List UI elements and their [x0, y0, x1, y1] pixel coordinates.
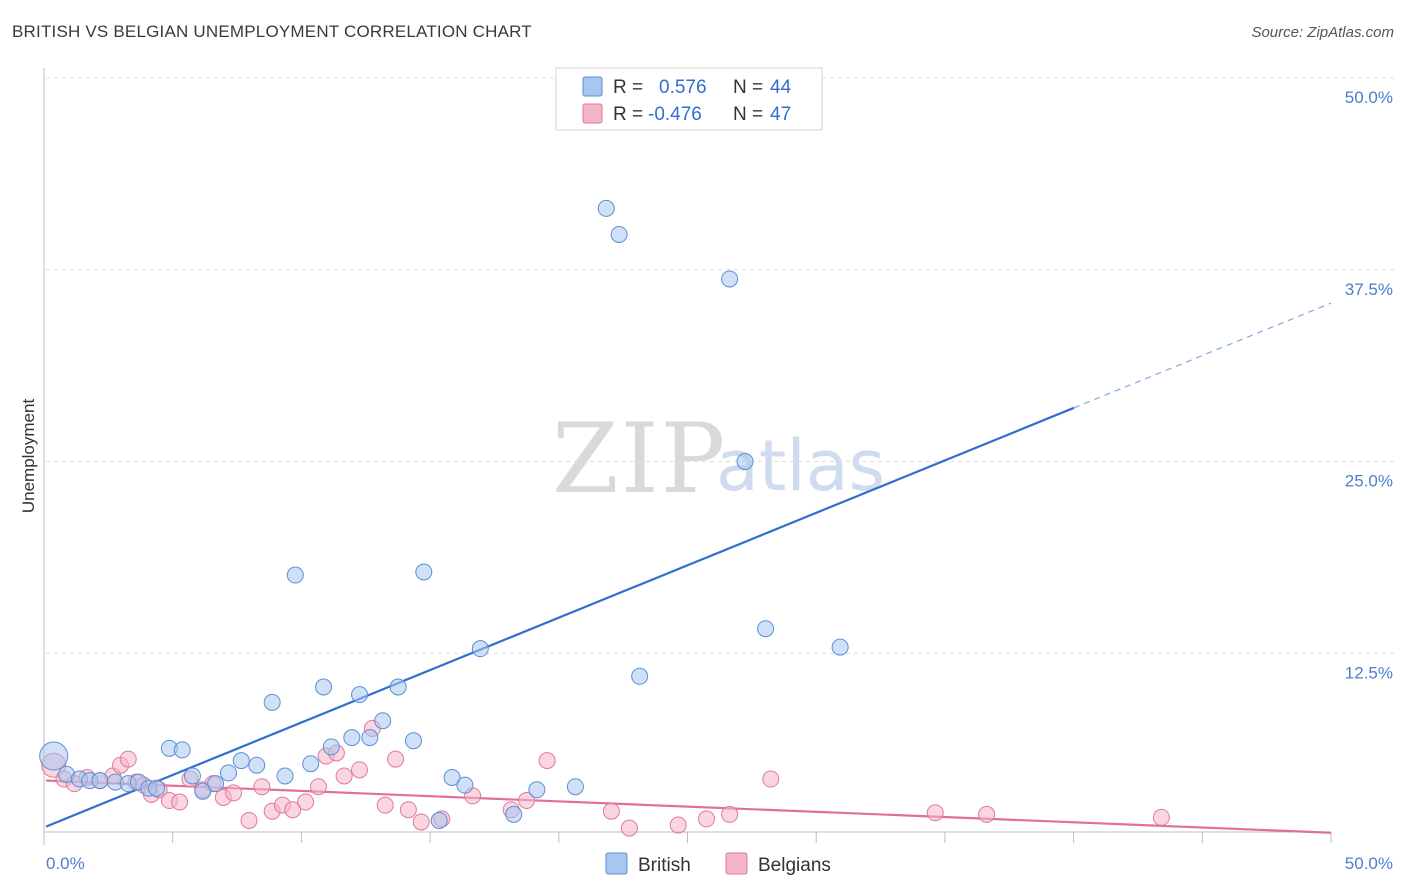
belgians-r-label: R = [613, 104, 643, 125]
british-point [322, 738, 340, 756]
british-point [315, 678, 333, 696]
belgian-point [335, 767, 353, 785]
series-legend: British Belgians [605, 852, 831, 876]
british-point [173, 741, 191, 759]
british-point [91, 772, 109, 790]
belgians-series-swatch [725, 852, 748, 875]
british-point [597, 199, 615, 217]
british-point [631, 667, 649, 685]
british-point [361, 729, 379, 747]
y-tick-label-2: 25.0% [1345, 472, 1393, 491]
british-trendline [45, 406, 1075, 828]
british-n-value: 44 [770, 77, 792, 98]
british-point [248, 756, 266, 774]
belgian-point [518, 792, 536, 810]
belgians-r-value: -0.476 [648, 104, 702, 125]
british-point [148, 779, 166, 797]
y-tick-labels: 50.0% 37.5% 25.0% 12.5% [1345, 88, 1393, 682]
british-point [415, 563, 433, 581]
british-point [39, 741, 69, 771]
belgian-point [387, 750, 405, 768]
belgian-point [376, 796, 394, 814]
belgian-point [399, 801, 417, 819]
british-point [736, 453, 754, 470]
british-point [302, 755, 320, 773]
y-tick-label-1: 37.5% [1345, 280, 1393, 299]
belgian-point [351, 761, 369, 779]
british-trendline-extension [1073, 302, 1332, 409]
british-point [219, 764, 237, 782]
belgians-n-label: N = [733, 104, 763, 125]
watermark-zip: ZIP [552, 403, 727, 515]
british-point [207, 775, 225, 793]
british-point [276, 767, 294, 785]
data-points [39, 199, 1170, 837]
british-n-label: N = [733, 77, 763, 98]
british-series-label: British [638, 855, 691, 876]
british-point [343, 729, 361, 747]
chart-title: BRITISH VS BELGIAN UNEMPLOYMENT CORRELAT… [12, 22, 532, 41]
british-point [610, 225, 628, 243]
belgian-point [697, 810, 715, 828]
british-point [528, 781, 546, 799]
british-point [721, 270, 739, 288]
british-point [405, 732, 423, 750]
y-axis-label: Unemployment [19, 399, 38, 514]
british-point [505, 805, 523, 823]
british-point [430, 811, 448, 829]
belgian-point [240, 811, 258, 829]
belgian-point [309, 778, 327, 796]
british-point [286, 566, 304, 584]
british-point [194, 782, 212, 800]
belgians-legend-swatch [582, 103, 603, 124]
belgian-point [721, 805, 739, 823]
belgian-point [538, 752, 556, 770]
british-point [757, 620, 775, 638]
belgian-point [412, 813, 430, 831]
british-point [566, 778, 584, 796]
british-r-value: 0.576 [659, 77, 707, 98]
belgian-point [669, 816, 687, 834]
watermark: ZIP atlas [552, 403, 885, 515]
x-tick-label-max: 50.0% [1345, 854, 1393, 873]
british-point [389, 678, 407, 696]
british-point [831, 638, 849, 656]
belgians-n-value: 47 [770, 104, 791, 125]
british-legend-swatch [582, 76, 603, 97]
british-point [374, 712, 392, 730]
british-series-swatch [605, 852, 628, 875]
belgian-point [978, 805, 996, 823]
stats-legend: R = 0.576 N = 44 R = -0.476 N = 47 [555, 67, 823, 131]
british-point [456, 776, 474, 794]
y-tick-label-0: 50.0% [1345, 88, 1393, 107]
british-r-label: R = [613, 77, 643, 98]
british-point [263, 693, 281, 711]
british-point [443, 769, 461, 787]
source-label: Source: ZipAtlas.com [1251, 24, 1394, 41]
belgian-point [284, 801, 302, 819]
belgian-point [926, 804, 944, 822]
y-tick-label-3: 12.5% [1345, 663, 1393, 682]
british-point [232, 752, 250, 770]
british-point [351, 686, 369, 704]
british-point [471, 640, 489, 658]
axes [43, 68, 1332, 845]
belgian-point [297, 793, 315, 811]
x-tick-label-min: 0.0% [46, 854, 85, 873]
belgians-series-label: Belgians [758, 855, 831, 876]
belgian-point [253, 778, 271, 796]
belgian-point [171, 793, 189, 811]
x-tick-labels: 0.0% 50.0% [46, 854, 1393, 873]
belgian-point [620, 819, 638, 837]
belgian-point [1152, 808, 1170, 826]
grid [46, 77, 1395, 654]
british-point [183, 767, 201, 785]
belgian-point [119, 750, 137, 768]
belgian-point [225, 784, 243, 802]
belgian-point [602, 802, 620, 820]
belgian-point [762, 770, 780, 788]
